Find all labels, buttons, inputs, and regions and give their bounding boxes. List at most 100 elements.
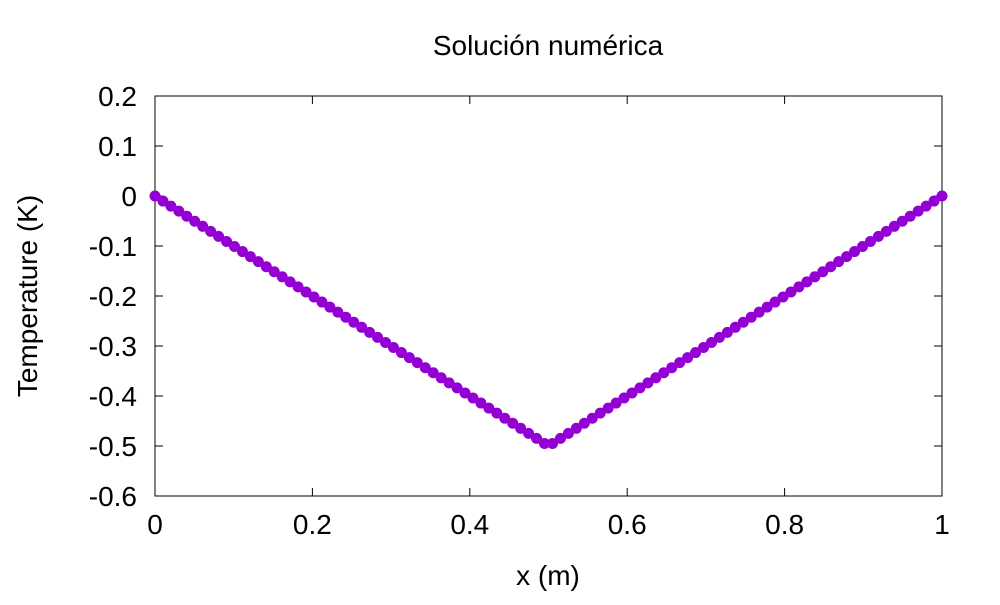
data-point — [857, 241, 869, 252]
data-point — [833, 256, 845, 268]
data-point — [292, 281, 304, 293]
data-point — [451, 382, 463, 394]
data-point — [316, 296, 328, 308]
data-point — [538, 437, 550, 449]
data-point — [864, 235, 876, 247]
data-point — [928, 195, 940, 207]
data-point — [443, 377, 455, 389]
x-axis: 0 0.2 0.4 0.6 0.8 1 — [147, 96, 950, 540]
data-point — [387, 342, 399, 353]
y-tick-label: 0.2 — [98, 81, 137, 112]
data-point — [380, 336, 392, 348]
data-point — [849, 246, 861, 258]
data-point — [880, 225, 892, 237]
x-tick-label: 1 — [934, 509, 950, 540]
y-tick-label: -0.6 — [89, 481, 137, 512]
data-point — [586, 412, 598, 424]
data-point — [324, 301, 336, 313]
data-point — [761, 301, 773, 313]
data-point — [729, 321, 741, 333]
y-tick-label: 0.1 — [98, 131, 137, 162]
data-point — [801, 276, 813, 288]
series-layer — [149, 190, 948, 449]
data-point — [547, 437, 559, 449]
data-point — [777, 291, 789, 303]
data-point — [260, 261, 272, 273]
data-point — [459, 387, 471, 399]
data-point — [721, 326, 733, 338]
data-point — [745, 311, 757, 323]
data-point — [674, 357, 686, 369]
data-point — [205, 225, 217, 237]
y-axis-label: Temperature (K) — [12, 195, 43, 397]
data-point — [173, 205, 185, 217]
data-point — [499, 412, 511, 424]
data-point — [523, 427, 535, 439]
data-point — [507, 417, 519, 429]
data-point — [809, 271, 821, 283]
data-point — [435, 372, 447, 384]
plot-frame — [154, 95, 943, 497]
data-point — [618, 392, 630, 404]
x-tick-label: 0 — [147, 509, 163, 540]
data-point — [769, 296, 781, 308]
data-point — [713, 331, 725, 343]
x-axis-label: x (m) — [516, 560, 580, 591]
data-point — [213, 230, 225, 242]
data-point — [912, 205, 924, 217]
data-point — [395, 347, 407, 359]
x-tick-label: 0.6 — [608, 509, 647, 540]
data-point — [658, 367, 670, 379]
data-point — [149, 190, 161, 202]
data-point — [332, 306, 344, 318]
data-point — [483, 402, 495, 414]
data-point — [372, 331, 384, 343]
data-point — [594, 407, 606, 419]
data-point — [419, 362, 431, 374]
data-point — [825, 261, 837, 273]
data-point — [340, 311, 352, 323]
y-tick-label: -0.3 — [89, 331, 137, 362]
data-point — [920, 200, 932, 212]
data-point — [427, 367, 439, 379]
data-point — [642, 377, 654, 389]
data-point — [610, 397, 622, 409]
data-point — [626, 387, 638, 399]
y-axis: 0.2 0.1 0 -0.1 -0.2 -0.3 -0.4 -0.5 -0.6 — [89, 81, 942, 512]
data-point — [515, 422, 527, 434]
data-point — [308, 291, 320, 303]
data-point — [666, 362, 678, 374]
data-point — [793, 281, 805, 293]
data-point — [570, 422, 582, 434]
data-point — [364, 326, 376, 338]
data-point — [554, 432, 566, 444]
data-point — [936, 190, 948, 202]
data-point — [698, 342, 710, 353]
series-line — [154, 194, 943, 445]
data-point — [300, 286, 312, 298]
data-point — [475, 397, 487, 409]
data-point — [228, 241, 240, 252]
chart-title: Solución numérica — [433, 30, 664, 61]
data-point — [356, 321, 368, 333]
data-point — [221, 235, 233, 247]
data-point — [737, 316, 749, 328]
data-point — [157, 195, 169, 207]
data-point — [705, 336, 717, 348]
data-point — [785, 286, 797, 298]
y-tick-label: -0.1 — [89, 231, 137, 262]
data-point — [904, 210, 916, 222]
y-tick-label: -0.5 — [89, 431, 137, 462]
y-tick-label: 0 — [121, 181, 137, 212]
data-point — [872, 230, 884, 242]
data-point — [602, 402, 614, 414]
x-tick-label: 0.8 — [765, 509, 804, 540]
data-point — [531, 432, 543, 444]
y-tick-label: -0.4 — [89, 381, 137, 412]
data-point — [165, 200, 177, 212]
data-point — [197, 220, 209, 232]
data-point — [650, 372, 662, 384]
data-point — [491, 407, 503, 419]
